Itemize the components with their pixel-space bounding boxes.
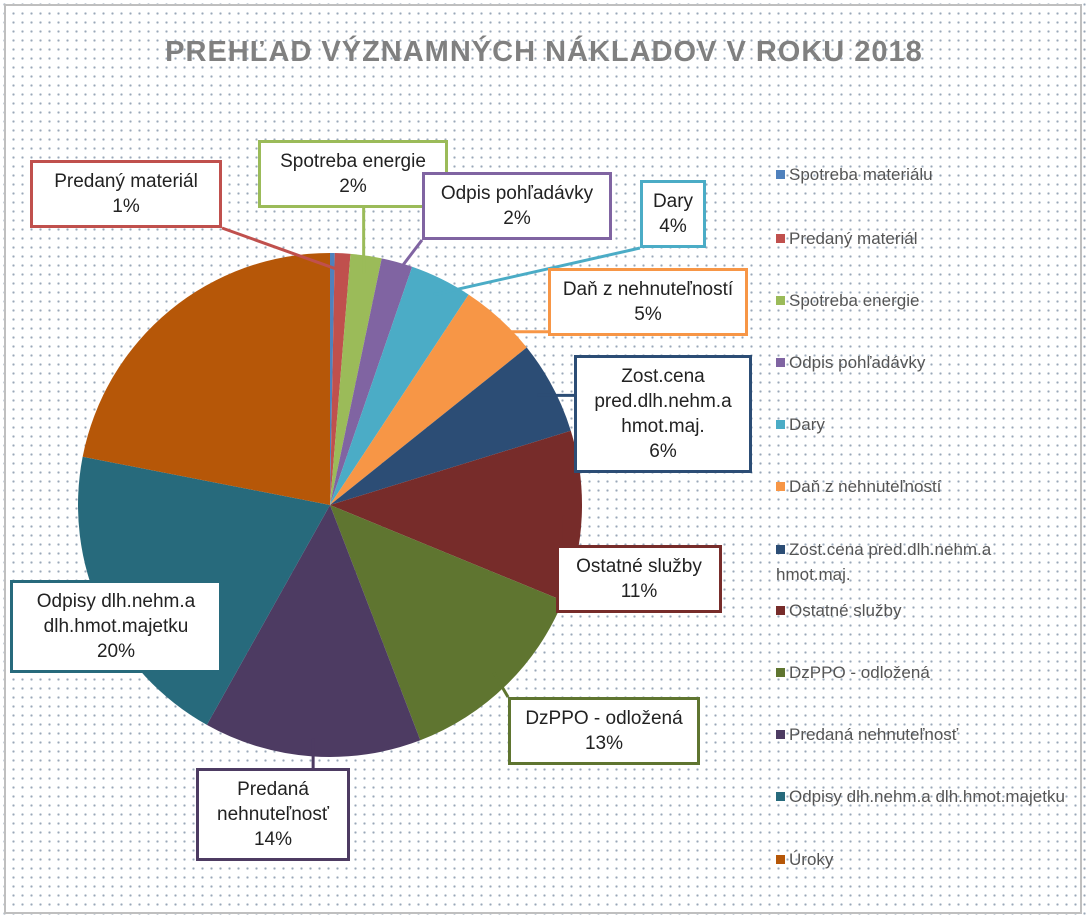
data-label: Ostatné služby 11% <box>556 545 722 613</box>
label-value: 20% <box>96 641 136 662</box>
label-category: Dary <box>652 191 694 212</box>
pie-slice <box>330 294 527 505</box>
label-category: Ostatné služby <box>576 556 702 577</box>
label-value: 5% <box>634 304 662 325</box>
data-label: Predaný materiál 1% <box>30 160 222 228</box>
pie-slice <box>330 505 564 741</box>
legend-item: Daň z nehnuteľností <box>776 474 1066 499</box>
pie-slice <box>330 266 469 505</box>
label-category: Predaný materiál <box>54 171 198 192</box>
label-value: 6% <box>649 441 677 462</box>
pie-slice <box>206 505 421 757</box>
data-label: Zost.cena pred.dlh.nehm.a hmot.maj. 6% <box>574 355 752 473</box>
pie-slice <box>82 253 331 505</box>
legend-key <box>776 170 785 179</box>
legend-item: DzPPO - odložená <box>776 660 1066 685</box>
label-value: 2% <box>503 208 531 229</box>
legend-label: DzPPO - odložená <box>789 663 930 682</box>
leader-line <box>221 226 343 273</box>
chart-title: PREHĽAD VÝZNAMNÝCH NÁKLADOV V ROKU 2018 <box>165 36 923 68</box>
pie-slice <box>330 430 582 601</box>
legend-key <box>776 606 785 615</box>
pie-slice <box>330 258 413 505</box>
legend-label: Daň z nehnuteľností <box>789 477 942 496</box>
data-label: Dary 4% <box>640 180 706 248</box>
legend-key <box>776 730 785 739</box>
chart-border <box>4 4 1082 914</box>
pie-slice <box>330 347 571 505</box>
legend-item: Úroky <box>776 847 1066 872</box>
leader-line <box>492 671 510 698</box>
label-category: Odpis pohľadávky <box>440 183 594 204</box>
legend-label: Odpis pohľadávky <box>789 353 926 372</box>
label-value: 13% <box>584 733 624 754</box>
legend-item: Spotreba materiálu <box>776 162 1066 187</box>
label-value: 2% <box>339 176 367 197</box>
legend-key <box>776 420 785 429</box>
data-label: Odpis pohľadávky 2% <box>422 172 612 240</box>
legend-key <box>776 482 785 491</box>
label-value: 14% <box>253 829 293 850</box>
legend-item: Predaná nehnuteľnosť <box>776 722 1066 747</box>
legend-label: Predaná nehnuteľnosť <box>789 725 959 744</box>
label-category: Odpisy dlh.nehm.a dlh.hmot.majetku <box>36 591 196 637</box>
legend-key <box>776 545 785 554</box>
leader-line <box>433 246 641 297</box>
label-value: 4% <box>659 216 687 237</box>
legend-item: Predaný materiál <box>776 226 1066 251</box>
legend-label: Ostatné služby <box>789 601 902 620</box>
label-category: DzPPO - odložená <box>525 708 683 729</box>
data-label: Predaná nehnuteľnosť 14% <box>196 768 350 861</box>
label-category: Zost.cena pred.dlh.nehm.a hmot.maj. <box>594 366 732 437</box>
data-label: Odpisy dlh.nehm.a dlh.hmot.majetku 20% <box>10 580 222 673</box>
label-category: Daň z nehnuteľností <box>562 279 734 300</box>
pie-slice <box>330 253 382 505</box>
legend-label: Zost.cena pred.dlh.nehm.a hmot.maj. <box>776 540 992 584</box>
legend-item: Odpis pohľadávky <box>776 350 1066 375</box>
legend-key <box>776 234 785 243</box>
legend-label: Predaný materiál <box>789 229 918 248</box>
legend-label: Dary <box>789 415 825 434</box>
data-label: Spotreba energie 2% <box>258 140 448 208</box>
pie-slice <box>330 253 351 505</box>
legend-key <box>776 792 785 801</box>
legend-item: Dary <box>776 412 1066 437</box>
legend-label: Úroky <box>789 850 834 869</box>
label-value: 11% <box>620 581 658 602</box>
pie-slice <box>330 253 335 505</box>
data-label: Daň z nehnuteľností 5% <box>548 268 748 336</box>
legend-item: Zost.cena pred.dlh.nehm.a hmot.maj. <box>776 537 1066 587</box>
legend-item: Ostatné služby <box>776 598 1066 623</box>
legend-label: Spotreba materiálu <box>789 165 933 184</box>
legend-label: Odpisy dlh.nehm.a dlh.hmot.majetku <box>789 787 1065 806</box>
legend-item: Odpisy dlh.nehm.a dlh.hmot.majetku <box>776 784 1066 809</box>
legend-label: Spotreba energie <box>789 291 920 310</box>
legend-item: Spotreba energie <box>776 288 1066 313</box>
leader-line <box>391 239 424 280</box>
label-category: Spotreba energie <box>280 151 426 172</box>
legend-key <box>776 668 785 677</box>
label-value: 1% <box>112 196 140 217</box>
data-label: DzPPO - odložená 13% <box>508 697 700 765</box>
legend-key <box>776 358 785 367</box>
legend-key <box>776 296 785 305</box>
label-category: Predaná nehnuteľnosť <box>217 779 329 825</box>
legend-key <box>776 855 785 864</box>
